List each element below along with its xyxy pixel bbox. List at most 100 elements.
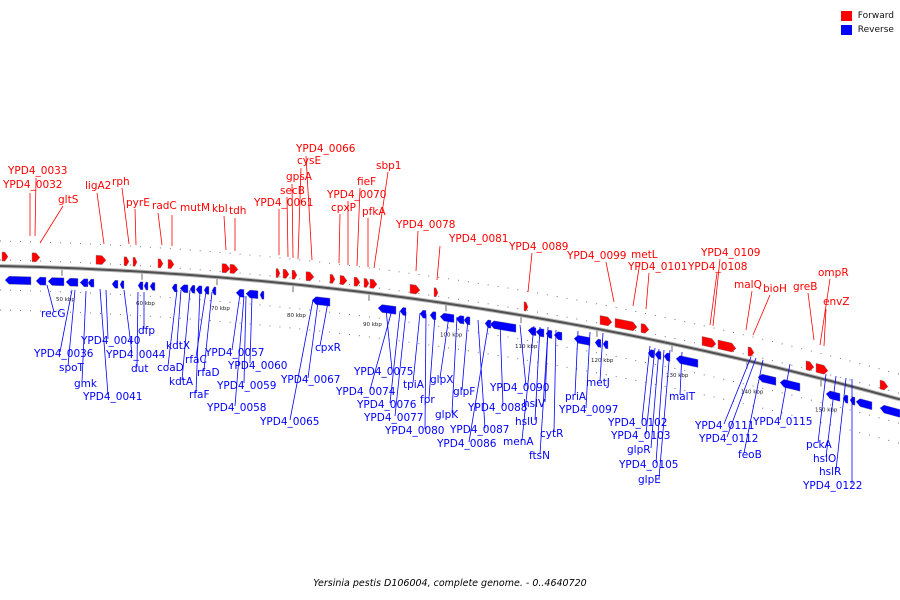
reverse-gene-label-ypd4-0102: YPD4_0102 — [607, 417, 667, 429]
forward-gene-label-glts: gltS — [58, 194, 79, 206]
reverse-gene-label-malt: malT — [669, 391, 696, 403]
reverse-gene-box-6 — [111, 280, 119, 289]
reverse-gene-box-42 — [779, 379, 801, 392]
reverse-gene-box-33 — [553, 331, 563, 341]
forward-gene-label-gpsa: gpsA — [286, 171, 313, 183]
reverse-gene-label-dut: dut — [131, 363, 148, 375]
reverse-gene-box-10 — [149, 282, 156, 291]
reverse-leader-tpia — [412, 312, 421, 384]
forward-gene-label-ypd4-0089: YPD4_0089 — [508, 241, 568, 253]
forward-gene-box-10 — [282, 268, 290, 279]
forward-gene-box-7 — [221, 263, 231, 274]
tick-label-120-kbp: 120 kbp — [591, 358, 614, 364]
reverse-leader-cpxr — [319, 301, 329, 347]
forward-gene-box-16 — [363, 278, 370, 288]
forward-leader-ypd4-0089 — [527, 252, 533, 293]
reverse-gene-box-22 — [399, 307, 407, 316]
reverse-gene-label-ypd4-0040: YPD4_0040 — [80, 335, 140, 347]
reverse-leader-gmk — [81, 290, 87, 383]
reverse-leader-malt — [679, 351, 683, 396]
reverse-gene-label-fpr: fpr — [420, 394, 435, 406]
reverse-leader-rfad — [203, 291, 213, 371]
forward-gene-box-27 — [805, 360, 815, 371]
reverse-gene-box-47 — [879, 404, 900, 418]
reverse-gene-box-12 — [179, 284, 189, 294]
forward-gene-label-malq: malQ — [734, 279, 762, 291]
forward-leader-kbl — [223, 215, 227, 251]
reverse-leader-ftsn — [539, 329, 549, 455]
reverse-gene-label-ypd4-0080: YPD4_0080 — [384, 425, 444, 437]
forward-gene-box-25 — [717, 339, 737, 353]
reverse-leader-glpr — [650, 348, 660, 449]
reverse-gene-label-cpxr: cpxR — [315, 342, 341, 354]
reverse-leader-hslr — [835, 377, 847, 471]
forward-gene-label-greb: greB — [793, 281, 817, 293]
reverse-gene-label-hslu: hslU — [515, 416, 538, 428]
reverse-gene-label-ypd4-0044: YPD4_0044 — [105, 349, 166, 361]
reverse-gene-box-32 — [545, 329, 553, 339]
reverse-gene-label-hslo: hslO — [813, 453, 836, 465]
forward-gene-label-ypd4-0109: YPD4_0109 — [700, 247, 760, 259]
forward-leader-ypd4-0033 — [34, 177, 37, 237]
reverse-leader-ypd4-0077 — [394, 311, 407, 417]
reverse-gene-box-14 — [195, 285, 203, 295]
reverse-gene-label-rfac: rfaC — [185, 354, 207, 366]
forward-gene-box-28 — [815, 363, 829, 375]
forward-leader-ypd4-0108 — [709, 272, 718, 326]
reverse-gene-label-metj: metJ — [586, 377, 610, 389]
forward-gene-box-13 — [329, 274, 336, 284]
forward-gene-label-ypd4-0032: YPD4_0032 — [2, 179, 62, 191]
tick-label-50-kbp: 50 kbp — [56, 297, 75, 303]
reverse-gene-box-36 — [602, 340, 609, 350]
forward-gene-box-11 — [291, 269, 298, 280]
reverse-leader-ypd4-0105 — [655, 349, 665, 464]
reverse-gene-label-glpf: glpF — [453, 386, 475, 398]
reverse-leader-ypd4-0059 — [243, 295, 247, 384]
forward-leader-ypd4-0109 — [712, 258, 721, 327]
tick-label-150-kbp: 150 kbp — [815, 408, 838, 414]
forward-gene-box-22 — [614, 318, 638, 332]
reverse-leader-ypd4-0103 — [645, 347, 656, 435]
forward-gene-box-8 — [229, 264, 239, 274]
reverse-gene-label-glpr: glpR — [627, 444, 651, 456]
forward-gene-box-15 — [353, 276, 361, 287]
forward-leader-ypd4-0081 — [436, 245, 441, 281]
reverse-gene-label-hslv: hslV — [523, 398, 546, 410]
forward-gene-label-ypd4-0101: YPD4_0101 — [627, 261, 687, 273]
reverse-gene-box-43 — [825, 390, 841, 402]
reverse-gene-box-27 — [463, 316, 471, 326]
reverse-gene-label-pria: priA — [565, 391, 587, 403]
tick-label-60-kbp: 60 kbp — [136, 301, 155, 307]
forward-leader-gpsa — [291, 183, 294, 259]
reverse-gene-label-ypd4-0057: YPD4_0057 — [204, 347, 264, 359]
forward-leader-ompr — [819, 278, 831, 346]
reverse-leader-ypd4-0041 — [99, 288, 109, 396]
reverse-gene-box-15 — [203, 286, 210, 295]
forward-gene-box-18 — [409, 284, 421, 295]
forward-gene-label-cyse: cysE — [297, 155, 321, 167]
forward-gene-box-5 — [157, 258, 164, 269]
map-marks: 50 kbp 60 kbp 70 kbp 80 kbp 90 kbp 100 kbp 110… — [0, 143, 900, 492]
reverse-gene-label-ypd4-0086: YPD4_0086 — [436, 438, 497, 450]
reverse-gene-box-25 — [439, 312, 455, 323]
forward-gene-label-envz: envZ — [823, 296, 850, 308]
forward-gene-box-26 — [747, 346, 755, 357]
forward-gene-box-9 — [275, 268, 281, 278]
reverse-leader-ypd4-0090 — [519, 324, 527, 387]
reverse-gene-box-46 — [855, 398, 873, 411]
reverse-gene-box-11 — [171, 283, 178, 293]
forward-leader-metl — [632, 261, 641, 307]
reverse-gene-box-5 — [87, 278, 95, 288]
forward-gene-box-24 — [701, 336, 717, 348]
forward-gene-box-20 — [523, 301, 529, 312]
reverse-leader-spot — [67, 289, 76, 367]
reverse-leader-ypd4-0057 — [231, 293, 241, 351]
forward-gene-box-2 — [95, 255, 107, 265]
forward-track-dots — [0, 240, 900, 375]
forward-gene-label-ypd4-0099: YPD4_0099 — [566, 250, 626, 262]
forward-gene-label-rph: rph — [112, 176, 130, 188]
forward-gene-label-ypd4-0070: YPD4_0070 — [326, 189, 386, 201]
legend-reverse-label: Reverse — [857, 25, 894, 35]
reverse-leader-pcka — [817, 373, 827, 444]
